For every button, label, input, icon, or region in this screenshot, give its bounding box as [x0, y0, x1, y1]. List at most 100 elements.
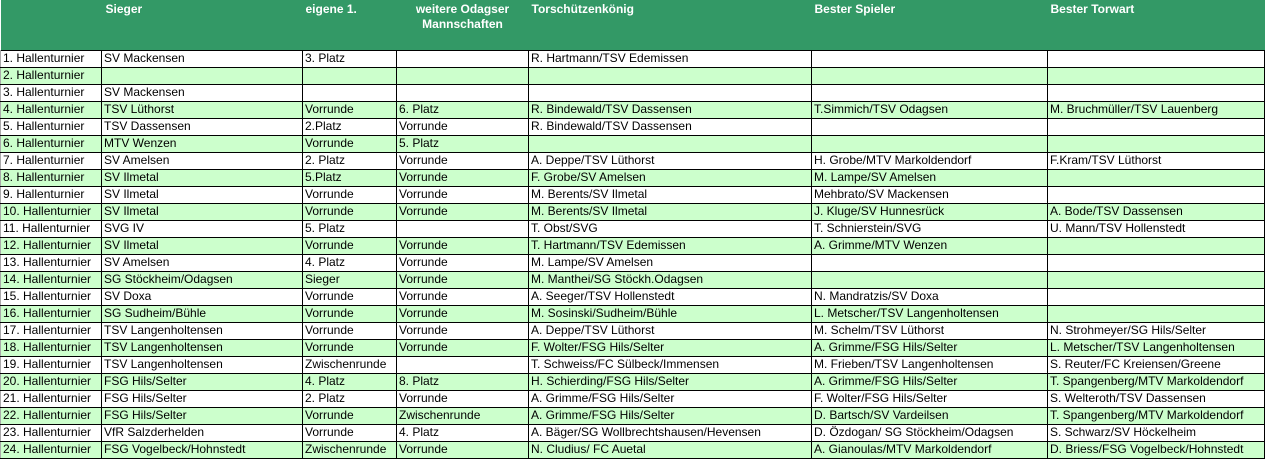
cell-sieger[interactable]: SG Stöckheim/Odagsen	[101, 270, 303, 289]
cell-weitere[interactable]: Vorrunde	[396, 117, 529, 136]
cell-sieger[interactable]: FSG Hils/Selter	[101, 406, 303, 425]
cell-spieler[interactable]: T.Simmich/TSV Odagsen	[811, 100, 1048, 119]
cell-torschuetze[interactable]: R. Hartmann/TSV Edemissen	[528, 49, 812, 68]
cell-eigene[interactable]: 5.Platz	[302, 168, 397, 187]
cell-sieger[interactable]: SV Amelsen	[101, 151, 303, 170]
cell-weitere[interactable]: Vorrunde	[396, 440, 529, 459]
cell-sieger[interactable]: SV Mackensen	[101, 49, 303, 68]
cell-sieger[interactable]: FSG Vogelbeck/Hohnstedt	[101, 440, 303, 459]
cell-weitere[interactable]	[396, 219, 529, 238]
cell-torwart[interactable]	[1047, 236, 1265, 255]
cell-eigene[interactable]: 2. Platz	[302, 151, 397, 170]
cell-sieger[interactable]: SV Mackensen	[101, 83, 303, 102]
cell-spieler[interactable]	[811, 270, 1048, 289]
cell-spieler[interactable]	[811, 83, 1048, 102]
cell-sieger[interactable]: TSV Dassensen	[101, 117, 303, 136]
cell-eigene[interactable]: Vorrunde	[302, 287, 397, 306]
cell-sieger[interactable]: TSV Lüthorst	[101, 100, 303, 119]
cell-spieler[interactable]: M. Schelm/TSV Lüthorst	[811, 321, 1048, 340]
cell-weitere[interactable]	[396, 355, 529, 374]
cell-torwart[interactable]	[1047, 168, 1265, 187]
cell-weitere[interactable]: Vorrunde	[396, 287, 529, 306]
cell-torwart[interactable]: F.Kram/TSV Lüthorst	[1047, 151, 1265, 170]
cell-turnier[interactable]: 24. Hallenturnier	[0, 440, 102, 459]
cell-torwart[interactable]: M. Bruchmüller/TSV Lauenberg	[1047, 100, 1265, 119]
cell-weitere[interactable]	[396, 49, 529, 68]
cell-torschuetze[interactable]: A. Grimme/FSG Hils/Selter	[528, 389, 812, 408]
cell-eigene[interactable]	[302, 83, 397, 102]
cell-torschuetze[interactable]: A. Grimme/FSG Hils/Selter	[528, 406, 812, 425]
cell-turnier[interactable]: 3. Hallenturnier	[0, 83, 102, 102]
cell-weitere[interactable]	[396, 83, 529, 102]
cell-weitere[interactable]: Vorrunde	[396, 389, 529, 408]
cell-sieger[interactable]: TSV Langenholtensen	[101, 338, 303, 357]
cell-turnier[interactable]: 12. Hallenturnier	[0, 236, 102, 255]
cell-torwart[interactable]	[1047, 253, 1265, 272]
cell-spieler[interactable]: A. Grimme/FSG Hils/Selter	[811, 338, 1048, 357]
cell-torwart[interactable]	[1047, 49, 1265, 68]
cell-eigene[interactable]: Vorrunde	[302, 423, 397, 442]
cell-torschuetze[interactable]: T. Obst/SVG	[528, 219, 812, 238]
cell-torwart[interactable]: S. Reuter/FC Kreiensen/Greene	[1047, 355, 1265, 374]
cell-sieger[interactable]	[101, 66, 303, 85]
cell-sieger[interactable]: SV Ilmetal	[101, 185, 303, 204]
cell-torwart[interactable]	[1047, 83, 1265, 102]
cell-turnier[interactable]: 23. Hallenturnier	[0, 423, 102, 442]
cell-turnier[interactable]: 21. Hallenturnier	[0, 389, 102, 408]
cell-torwart[interactable]	[1047, 66, 1265, 85]
cell-turnier[interactable]: 13. Hallenturnier	[0, 253, 102, 272]
cell-spieler[interactable]	[811, 49, 1048, 68]
cell-torschuetze[interactable]: M. Sosinski/Sudheim/Bühle	[528, 304, 812, 323]
cell-weitere[interactable]: Vorrunde	[396, 202, 529, 221]
cell-turnier[interactable]: 20. Hallenturnier	[0, 372, 102, 391]
cell-eigene[interactable]: Vorrunde	[302, 202, 397, 221]
cell-sieger[interactable]: SG Sudheim/Bühle	[101, 304, 303, 323]
cell-eigene[interactable]: Vorrunde	[302, 100, 397, 119]
cell-spieler[interactable]: M. Frieben/TSV Langenholtensen	[811, 355, 1048, 374]
cell-weitere[interactable]: Vorrunde	[396, 338, 529, 357]
cell-eigene[interactable]: Vorrunde	[302, 134, 397, 153]
cell-weitere[interactable]: 4. Platz	[396, 423, 529, 442]
cell-eigene[interactable]: Sieger	[302, 270, 397, 289]
cell-turnier[interactable]: 15. Hallenturnier	[0, 287, 102, 306]
cell-spieler[interactable]: L. Metscher/TSV Langenholtensen	[811, 304, 1048, 323]
cell-turnier[interactable]: 16. Hallenturnier	[0, 304, 102, 323]
cell-torwart[interactable]: S. Schwarz/SV Höckelheim	[1047, 423, 1265, 442]
cell-sieger[interactable]: MTV Wenzen	[101, 134, 303, 153]
cell-torschuetze[interactable]: A. Seeger/TSV Hollenstedt	[528, 287, 812, 306]
cell-weitere[interactable]: Vorrunde	[396, 304, 529, 323]
cell-eigene[interactable]: Zwischenrunde	[302, 355, 397, 374]
cell-spieler[interactable]: F. Wolter/FSG Hils/Selter	[811, 389, 1048, 408]
cell-weitere[interactable]: Vorrunde	[396, 168, 529, 187]
cell-weitere[interactable]: 8. Platz	[396, 372, 529, 391]
cell-eigene[interactable]: Vorrunde	[302, 406, 397, 425]
cell-spieler[interactable]: M. Lampe/SV Amelsen	[811, 168, 1048, 187]
cell-weitere[interactable]: Zwischenrunde	[396, 406, 529, 425]
cell-torschuetze[interactable]: R. Bindewald/TSV Dassensen	[528, 117, 812, 136]
cell-turnier[interactable]: 14. Hallenturnier	[0, 270, 102, 289]
cell-turnier[interactable]: 22. Hallenturnier	[0, 406, 102, 425]
cell-eigene[interactable]: Vorrunde	[302, 321, 397, 340]
cell-weitere[interactable]: Vorrunde	[396, 236, 529, 255]
cell-torschuetze[interactable]: M. Manthei/SG Stöckh.Odagsen	[528, 270, 812, 289]
cell-eigene[interactable]: 4. Platz	[302, 372, 397, 391]
cell-torwart[interactable]: U. Mann/TSV Hollenstedt	[1047, 219, 1265, 238]
cell-spieler[interactable]: D. Bartsch/SV Vardeilsen	[811, 406, 1048, 425]
cell-spieler[interactable]: H. Grobe/MTV Markoldendorf	[811, 151, 1048, 170]
cell-torschuetze[interactable]: T. Schweiss/FC Sülbeck/Immensen	[528, 355, 812, 374]
cell-torwart[interactable]	[1047, 134, 1265, 153]
cell-sieger[interactable]: FSG Hils/Selter	[101, 389, 303, 408]
cell-sieger[interactable]: VfR Salzderhelden	[101, 423, 303, 442]
cell-eigene[interactable]: 2.Platz	[302, 117, 397, 136]
cell-sieger[interactable]: TSV Langenholtensen	[101, 355, 303, 374]
cell-turnier[interactable]: 6. Hallenturnier	[0, 134, 102, 153]
cell-turnier[interactable]: 9. Hallenturnier	[0, 185, 102, 204]
cell-spieler[interactable]	[811, 66, 1048, 85]
cell-torwart[interactable]: D. Briess/FSG Vogelbeck/Hohnstedt	[1047, 440, 1265, 459]
cell-torwart[interactable]: N. Strohmeyer/SG Hils/Selter	[1047, 321, 1265, 340]
cell-torwart[interactable]	[1047, 304, 1265, 323]
cell-torschuetze[interactable]: H. Schierding/FSG Hils/Selter	[528, 372, 812, 391]
cell-torwart[interactable]	[1047, 287, 1265, 306]
cell-torwart[interactable]	[1047, 117, 1265, 136]
cell-spieler[interactable]: A. Gianoulas/MTV Markoldendorf	[811, 440, 1048, 459]
